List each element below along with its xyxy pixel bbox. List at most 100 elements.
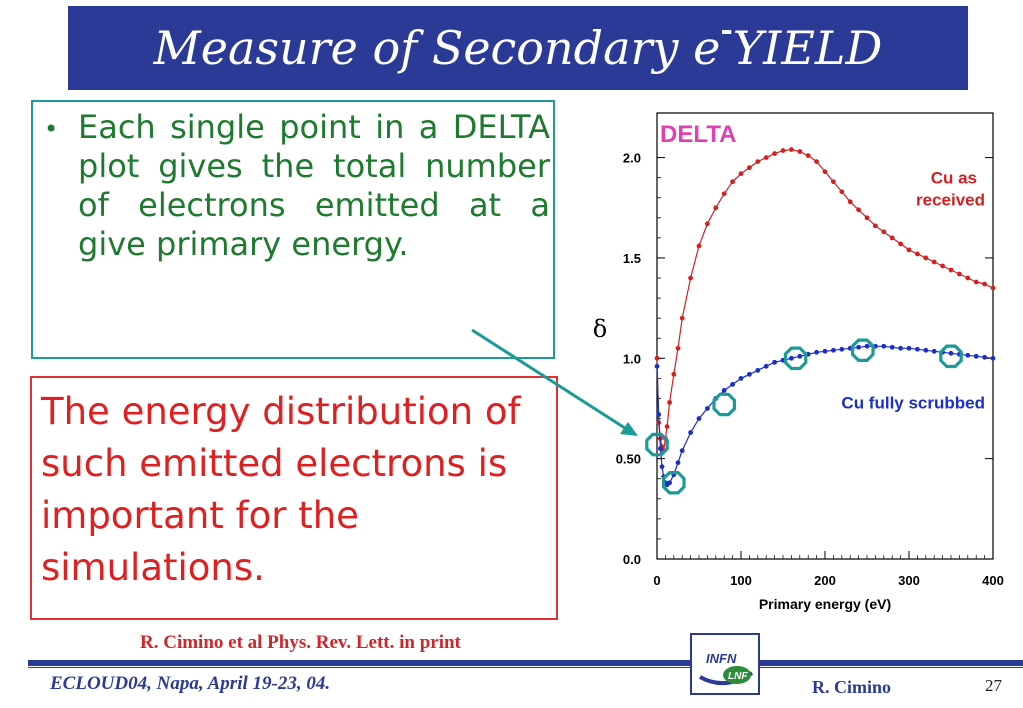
data-point-received	[664, 424, 670, 429]
data-point-received	[688, 275, 693, 281]
data-point-scrubbed	[973, 353, 979, 359]
series-line-scrubbed	[656, 345, 994, 486]
data-point-received	[982, 281, 987, 287]
data-point-received	[965, 275, 971, 281]
data-point-scrubbed	[667, 480, 672, 486]
data-point-scrubbed	[654, 363, 660, 369]
energy-distribution-main: The energy distribution of such emitted …	[41, 390, 521, 589]
data-point-scrubbed	[822, 348, 828, 354]
data-point-scrubbed	[797, 353, 803, 359]
data-point-scrubbed	[990, 355, 996, 361]
data-point-received	[957, 271, 962, 277]
title-tail: YIELD	[732, 21, 883, 75]
data-point-scrubbed	[931, 348, 937, 354]
x-tick-label: 100	[730, 573, 752, 588]
data-point-scrubbed	[721, 388, 727, 393]
data-point-received	[789, 147, 794, 152]
data-point-received	[822, 169, 828, 175]
data-point-received	[696, 243, 702, 249]
data-point-received	[864, 215, 870, 221]
y-tick-label: 0.0	[623, 552, 641, 567]
data-point-scrubbed	[915, 346, 920, 352]
data-point-received	[839, 189, 845, 195]
data-point-scrubbed	[889, 344, 895, 350]
data-point-scrubbed	[856, 344, 861, 350]
y-tick-label: 1.0	[623, 351, 641, 366]
data-point-scrubbed	[881, 343, 887, 349]
data-point-received	[831, 179, 836, 185]
bullet-box	[31, 100, 555, 359]
x-tick-label: 400	[982, 573, 1004, 588]
energy-distribution-text: The energy distribution of such emitted …	[41, 386, 556, 594]
data-point-received	[654, 355, 660, 361]
bullet-symbol: •	[44, 115, 59, 143]
data-point-received	[990, 285, 996, 291]
data-point-scrubbed	[730, 381, 735, 387]
x-tick-label: 200	[814, 573, 836, 588]
data-point-received	[906, 247, 912, 253]
data-point-scrubbed	[831, 347, 836, 353]
y-tick-label: 1.5	[623, 251, 641, 266]
chart-title: DELTA	[660, 121, 736, 148]
title-superscript: -	[720, 12, 733, 48]
data-point-scrubbed	[948, 350, 954, 356]
series-label-received-line1: Cu as	[931, 169, 977, 188]
highlight-ring	[712, 392, 736, 417]
data-point-received	[856, 207, 861, 213]
data-point-scrubbed	[679, 448, 685, 454]
data-point-received	[973, 279, 979, 285]
data-point-scrubbed	[675, 460, 681, 466]
highlight-ring	[939, 344, 963, 369]
data-point-received	[931, 259, 937, 265]
data-point-scrubbed	[898, 345, 903, 351]
series-label-received-line2: received	[916, 191, 985, 210]
data-point-received	[940, 263, 945, 269]
data-point-scrubbed	[747, 371, 752, 377]
highlight-ring	[645, 432, 669, 457]
highlight-ring	[851, 338, 875, 362]
data-point-scrubbed	[982, 354, 987, 360]
data-point-received	[814, 159, 819, 165]
data-point-received	[873, 223, 878, 229]
data-point-received	[948, 267, 954, 273]
bullet-text: Each single point in a DELTA plot gives …	[78, 108, 550, 263]
data-point-received	[730, 179, 735, 185]
data-point-received	[898, 241, 903, 247]
data-point-received	[797, 149, 803, 154]
data-point-received	[671, 371, 677, 377]
x-tick-label: 300	[898, 573, 920, 588]
energy-distribution-box	[30, 376, 558, 620]
data-point-scrubbed	[688, 430, 693, 435]
y-axis-label: δ	[593, 315, 607, 343]
citation: R. Cimino et al Phys. Rev. Lett. in prin…	[140, 632, 461, 653]
data-point-received	[881, 229, 887, 235]
x-tick-label: 0	[653, 573, 660, 588]
data-point-scrubbed	[656, 412, 662, 417]
data-point-scrubbed	[923, 347, 929, 353]
data-point-scrubbed	[906, 345, 912, 351]
conference-label: ECLOUD04, Napa, April 19-23, 04.	[50, 673, 331, 694]
slide-title: Measure of Secondary e- YIELD	[68, 6, 968, 90]
data-point-received	[667, 400, 672, 405]
data-point-received	[738, 171, 744, 177]
data-point-received	[889, 235, 895, 241]
series-label-scrubbed: Cu fully scrubbed	[841, 393, 985, 412]
data-point-received	[772, 151, 777, 156]
data-point-scrubbed	[814, 349, 819, 355]
data-point-scrubbed	[657, 446, 663, 452]
data-point-scrubbed	[789, 355, 794, 361]
data-point-scrubbed	[696, 416, 702, 421]
data-point-scrubbed	[738, 375, 744, 381]
y-tick-label: 0.50	[616, 452, 641, 467]
data-point-received	[805, 153, 811, 158]
data-point-received	[763, 155, 769, 160]
data-point-scrubbed	[755, 367, 761, 373]
data-point-received	[675, 345, 681, 351]
data-point-received	[923, 255, 929, 261]
data-point-received	[780, 148, 786, 153]
y-tick-label: 2.0	[623, 151, 641, 166]
data-point-scrubbed	[763, 363, 769, 369]
data-point-scrubbed	[864, 343, 870, 349]
x-axis-label: Primary energy (eV)	[759, 596, 891, 612]
data-point-scrubbed	[659, 464, 665, 470]
